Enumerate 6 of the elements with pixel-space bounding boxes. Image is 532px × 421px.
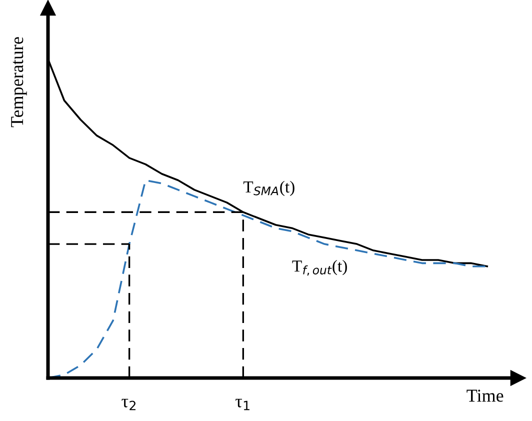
y-axis-title: Temperature (11, 37, 27, 128)
series-label: T$_{SMA}$(t) (243, 180, 294, 196)
x-tick-label: τ$_{2}$ (122, 398, 136, 410)
x-axis-title: Time (466, 390, 504, 402)
series-label: T$_{f,out}$(t) (292, 260, 347, 276)
x-tick-label: τ$_{1}$ (236, 398, 250, 410)
